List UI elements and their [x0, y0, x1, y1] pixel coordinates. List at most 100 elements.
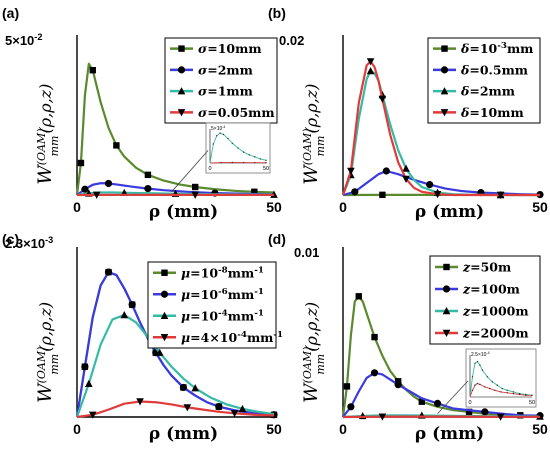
inset-x-tick-label: 50	[263, 166, 269, 172]
data-point	[191, 191, 199, 199]
legend: z=50m z=100m z=1000m z=2000m	[429, 255, 541, 345]
inset-y-max-label: 5×10-4	[211, 125, 225, 132]
y-axis-label: W(OAM)mm(ρ,ρ,z)	[34, 302, 61, 403]
data-point	[433, 191, 442, 199]
inset-data-point	[500, 391, 502, 393]
legend-entry: σ=2mm	[170, 62, 253, 77]
data-point	[355, 293, 362, 300]
data-point	[418, 398, 425, 405]
data-point	[251, 188, 258, 195]
x-axis-label: ρ (mm)	[415, 424, 484, 444]
data-point	[496, 191, 505, 199]
inset-data-point	[471, 389, 474, 391]
data-point	[104, 268, 113, 276]
inset-data-point	[491, 381, 494, 383]
x-tick-label: 50	[532, 199, 548, 215]
legend-entry: μ=10-4mm-1	[153, 308, 264, 323]
data-point	[113, 142, 120, 149]
legend-entry: z=100m	[435, 282, 520, 297]
y-max-label: 5×10-2	[5, 32, 42, 48]
legend-marker	[440, 66, 449, 74]
legend-marker	[160, 311, 169, 319]
inset-data-point	[486, 376, 489, 378]
inset-data-point	[237, 147, 239, 149]
legend-label: σ=1mm	[198, 84, 253, 99]
series-line	[341, 60, 540, 197]
data-point	[481, 408, 489, 416]
series-line	[342, 371, 541, 418]
legend-box	[427, 37, 541, 124]
y-max-label: 0.01	[294, 245, 319, 260]
data-point	[402, 175, 410, 183]
inset-data-point	[265, 162, 267, 164]
legend-marker	[442, 285, 451, 293]
legend-marker	[440, 87, 449, 95]
inset-data-point	[481, 369, 484, 371]
data-point	[92, 191, 101, 199]
legend-marker	[177, 66, 186, 74]
inset-data-point	[254, 156, 256, 158]
data-point	[347, 403, 355, 411]
inset-data-point	[496, 384, 498, 386]
data-point	[128, 301, 136, 309]
data-point	[88, 411, 97, 419]
legend-marker	[441, 45, 448, 52]
legend-label: z=100m	[462, 282, 520, 297]
inset-data-point	[476, 361, 479, 363]
panel-0: (a)5×10-20 50ρ (mm)W(OAM)mm(ρ,ρ,z)σ=10mmσ…	[2, 5, 282, 222]
data-point	[155, 348, 164, 356]
x-axis-label: ρ (mm)	[149, 424, 218, 444]
legend-entry: σ=0.05mm	[170, 105, 275, 120]
data-point	[379, 191, 386, 199]
inset: 2.5×10-4 0 50	[437, 348, 537, 414]
legend-label: δ=10-3mm	[460, 41, 533, 56]
inset-data-point	[219, 132, 221, 134]
inset-data-point	[479, 364, 481, 366]
legend-marker	[160, 290, 169, 298]
data-point	[183, 404, 192, 412]
legend-label: μ=10-4mm-1	[181, 308, 264, 323]
legend-label: z=50m	[462, 260, 511, 275]
legend: μ=10-8mm-1 μ=10-6mm-1 μ=10-4mm-1 μ=4×10-4mm…	[147, 261, 283, 349]
legend-entry: z=50m	[435, 260, 511, 275]
legend-marker	[177, 87, 186, 95]
series-line	[75, 62, 275, 196]
inset-data-point	[227, 137, 229, 140]
x-tick-label: 0	[73, 199, 81, 215]
inset-series-line	[209, 162, 267, 164]
inset-data-point	[476, 382, 479, 385]
legend-marker	[161, 269, 168, 276]
y-axis-label: W(OAM)mm(ρ,ρ,z)	[34, 84, 61, 185]
x-axis-label: ρ (mm)	[149, 202, 218, 222]
legend-entry: z=1000m	[435, 304, 529, 319]
data-point	[343, 383, 351, 390]
data-point	[378, 95, 387, 103]
series-line	[75, 313, 275, 418]
data-point	[370, 369, 379, 377]
x-tick-label: 0	[339, 199, 347, 215]
inset-data-point	[489, 387, 491, 390]
legend-entry: δ=0.5mm	[433, 62, 528, 77]
data-point	[179, 383, 187, 392]
inset-data-point	[474, 384, 476, 386]
inset-x-tick-label: 0	[468, 400, 471, 406]
legend-entry: δ=2mm	[433, 84, 515, 99]
legend: σ=10mm σ=2mm σ=1mm σ=0.05mm	[164, 37, 278, 124]
legend-entry: μ=10-6mm-1	[153, 287, 264, 302]
data-point	[402, 164, 410, 172]
series-3	[76, 191, 275, 199]
legend-label: z=2000m	[462, 326, 529, 341]
data-point	[104, 179, 113, 188]
inset-x-tick-label: 0	[208, 166, 211, 172]
panel-1: (b)0.020 50ρ (mm)W(OAM)mm(ρ,ρ,z)δ=10-3mmδ…	[268, 5, 548, 222]
y-axis-label: W(OAM)mm(ρ,ρ,z)	[300, 302, 327, 403]
series-3	[341, 58, 540, 199]
data-point	[378, 413, 387, 421]
inset-data-point	[531, 394, 533, 397]
legend-box	[164, 37, 278, 124]
legend-label: δ=10mm	[460, 105, 524, 120]
panel-label: (b)	[268, 5, 286, 21]
panel-label: (c)	[2, 231, 19, 247]
inset-data-point	[231, 161, 234, 164]
data-point	[382, 167, 390, 175]
